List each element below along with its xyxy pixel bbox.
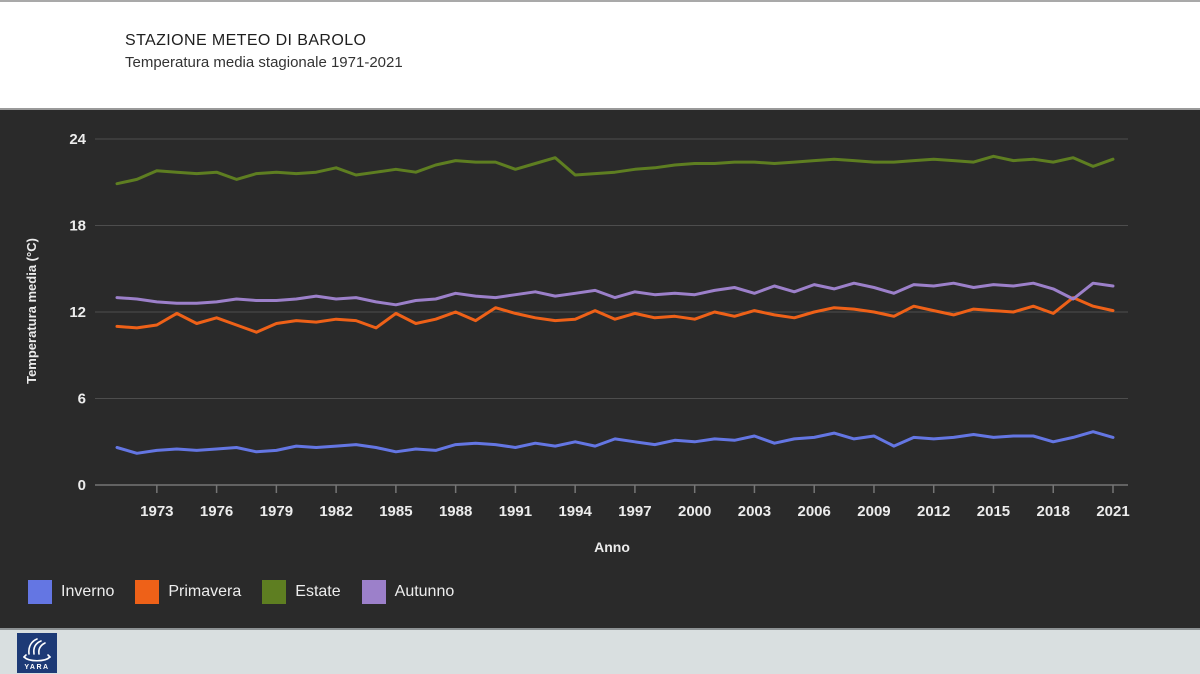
y-tick-label-12: 12 xyxy=(69,304,86,321)
x-axis-title: Anno xyxy=(594,539,630,555)
x-tick-label-1991: 1991 xyxy=(499,503,532,520)
legend-swatch-estate xyxy=(262,580,287,604)
legend-label-inverno: Inverno xyxy=(61,583,115,600)
x-tick-label-2021: 2021 xyxy=(1096,503,1129,520)
y-tick-label-6: 6 xyxy=(78,391,86,408)
grid-layer: 0 6 12 18 24 xyxy=(69,131,1128,494)
page-subtitle: Temperatura media stagionale 1971-2021 xyxy=(125,54,403,71)
y-tick-label-18: 18 xyxy=(69,218,86,235)
x-tick-label-2012: 2012 xyxy=(917,503,950,520)
line-inverno xyxy=(115,430,1115,455)
legend-item-estate: Estate xyxy=(262,580,341,604)
line-autunno xyxy=(115,281,1115,307)
x-tick-label-2015: 2015 xyxy=(977,503,1010,520)
x-tick-label-1985: 1985 xyxy=(379,503,412,520)
legend-label-autunno: Autunno xyxy=(394,583,455,600)
legend-label-estate: Estate xyxy=(295,583,341,600)
yara-logo: YARA xyxy=(17,633,57,673)
x-tick-label-1982: 1982 xyxy=(319,503,352,520)
x-tick-label-2018: 2018 xyxy=(1037,503,1070,520)
x-tick-label-2003: 2003 xyxy=(738,503,771,520)
legend-item-autunno: Autunno xyxy=(361,580,455,604)
y-tick-label-0: 0 xyxy=(78,477,86,494)
legend-swatch-autunno xyxy=(361,580,386,604)
legend-item-inverno: Inverno xyxy=(28,580,114,604)
footer-bar: YARA xyxy=(0,628,1200,674)
x-tick-label-1994: 1994 xyxy=(558,503,592,520)
legend-item-primavera: Primavera xyxy=(135,580,241,604)
logo-text: YARA xyxy=(24,664,50,671)
x-tick-label-1976: 1976 xyxy=(200,503,233,520)
page-title: STAZIONE METEO DI BAROLO xyxy=(125,32,367,49)
line-estate xyxy=(115,154,1115,186)
legend-swatch-primavera xyxy=(135,580,160,604)
x-tick-label-2009: 2009 xyxy=(857,503,890,520)
viking-ship-icon xyxy=(23,638,51,662)
legend-swatch-inverno xyxy=(28,580,52,604)
legend-label-primavera: Primavera xyxy=(168,583,242,600)
x-tick-label-1979: 1979 xyxy=(260,503,293,520)
x-tick-label-2006: 2006 xyxy=(798,503,831,520)
line-primavera xyxy=(115,296,1115,334)
legend: Inverno Primavera Estate Autunno xyxy=(28,580,475,604)
header: STAZIONE METEO DI BAROLO Temperatura med… xyxy=(0,0,1200,110)
y-tick-label-24: 24 xyxy=(69,131,86,148)
chart-area: 0 6 12 18 24 1973 1976 1979 1982 1985 1988 1991 199… xyxy=(0,112,1200,628)
seasonal-temperature-chart: 0 6 12 18 24 1973 1976 1979 1982 1985 1988 1991 199… xyxy=(24,131,1130,555)
y-axis-title: Temperatura media (°C) xyxy=(24,238,39,384)
series-layer xyxy=(115,154,1115,455)
x-tick-label-1997: 1997 xyxy=(618,503,651,520)
tick-layer: 1973 1976 1979 1982 1985 1988 1991 1994 1997 2000… xyxy=(140,485,1130,520)
x-tick-label-1988: 1988 xyxy=(439,503,472,520)
x-tick-label-1973: 1973 xyxy=(140,503,173,520)
x-tick-label-2000: 2000 xyxy=(678,503,711,520)
